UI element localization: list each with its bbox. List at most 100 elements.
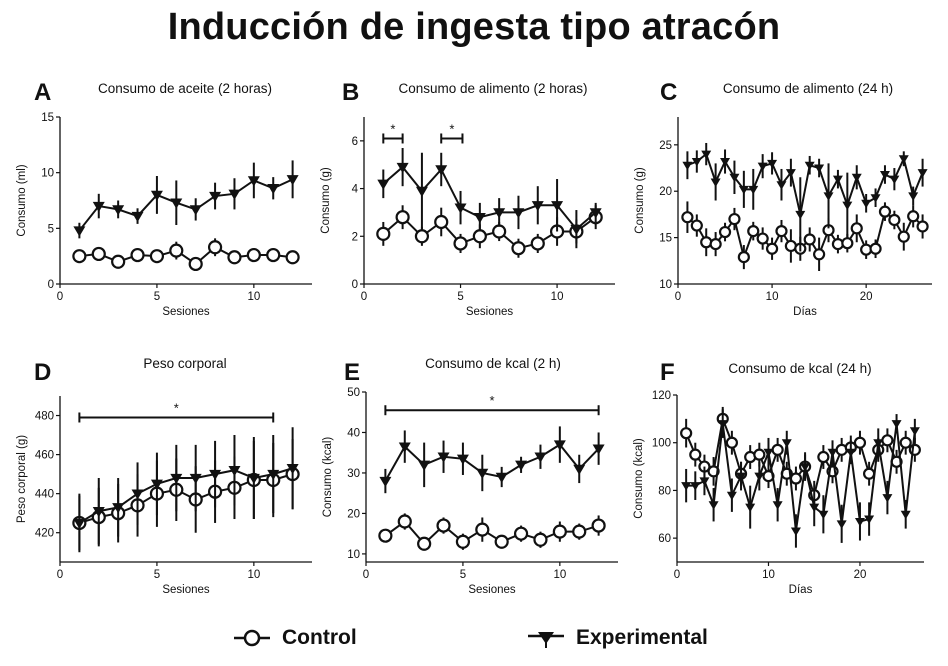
y-tick-label: 15 <box>41 112 54 124</box>
data-point-control <box>395 210 410 225</box>
data-point-control <box>111 254 126 269</box>
legend-item-experimental: Experimental <box>526 626 708 650</box>
data-point-experimental <box>726 491 737 501</box>
data-point-experimental <box>772 501 783 510</box>
series-experimental <box>681 409 920 548</box>
data-point-control <box>149 249 165 264</box>
data-point-control <box>775 225 788 238</box>
panel-title: Consumo de kcal (2 h) <box>425 356 561 371</box>
data-point-experimental <box>854 517 865 527</box>
y-tick-label: 60 <box>658 533 671 545</box>
y-tick-label: 20 <box>347 508 360 520</box>
y-tick-label: 25 <box>659 140 672 152</box>
data-point-experimental <box>267 184 280 195</box>
panel-e: E Consumo de kcal (2 h) 10 20 30 40 50 0 5 10 Sesi… <box>322 356 618 596</box>
data-point-experimental <box>767 159 778 169</box>
data-point-control <box>533 532 548 547</box>
data-point-experimental <box>691 158 702 167</box>
data-point-experimental <box>131 489 144 500</box>
data-point-control <box>207 240 223 255</box>
y-axis-label: Consumo (g) <box>320 167 332 234</box>
y-tick-label: 0 <box>48 279 54 291</box>
data-point-experimental <box>377 179 390 190</box>
data-point-control <box>803 233 816 246</box>
data-point-control <box>908 443 921 456</box>
data-point-experimental <box>800 463 811 472</box>
data-point-control <box>91 246 106 262</box>
x-tick-label: 5 <box>460 569 466 581</box>
data-point-control <box>378 528 393 543</box>
data-point-control <box>756 232 769 245</box>
y-tick-label: 100 <box>652 438 671 450</box>
data-point-control <box>414 229 430 244</box>
data-point-experimental <box>827 448 838 458</box>
x-tick-label: 0 <box>674 569 680 581</box>
series-line <box>78 178 294 232</box>
data-point-experimental <box>112 205 125 216</box>
y-tick-label: 440 <box>35 489 54 501</box>
data-point-experimental <box>690 482 701 491</box>
x-tick-label: 10 <box>553 569 566 581</box>
data-point-experimental <box>495 472 508 483</box>
data-point-experimental <box>917 169 928 178</box>
data-point-control <box>753 448 766 461</box>
data-point-experimental <box>873 439 884 448</box>
data-point-experimental <box>415 186 428 197</box>
y-tick-label: 15 <box>659 233 672 245</box>
data-point-experimental <box>748 185 759 195</box>
significance-star: * <box>390 121 395 136</box>
data-point-experimental <box>551 201 564 212</box>
y-axis-label: Consumo (kcal) <box>322 437 334 518</box>
x-tick-label: 5 <box>154 291 160 303</box>
data-point-experimental <box>515 460 528 471</box>
y-axis-label: Consumo (ml) <box>16 164 28 236</box>
data-point-experimental <box>870 194 881 203</box>
data-point-control <box>765 242 779 255</box>
data-point-experimental <box>267 469 280 481</box>
panel-letter: B <box>342 79 359 106</box>
data-point-experimental <box>553 440 566 451</box>
data-point-control <box>690 219 703 232</box>
y-tick-label: 120 <box>652 390 671 402</box>
data-point-control <box>475 522 490 537</box>
panel-f: F Consumo de kcal (24 h) 60 80 100 120 0 10 20 Dí… <box>633 359 924 596</box>
y-tick-label: 480 <box>35 411 54 423</box>
x-tick-label: 0 <box>57 569 63 581</box>
data-point-control <box>188 256 203 272</box>
legend-label-control: Control <box>282 626 357 649</box>
x-tick-label: 0 <box>363 569 369 581</box>
data-point-control <box>709 238 722 251</box>
data-point-control <box>689 448 702 461</box>
data-point-experimental <box>699 477 710 486</box>
data-point-control <box>397 514 412 529</box>
y-tick-label: 2 <box>352 231 358 243</box>
panel-title: Consumo de alimento (2 horas) <box>398 81 587 96</box>
panel-letter: D <box>34 359 51 386</box>
panel-title: Consumo de alimento (24 h) <box>723 81 893 96</box>
x-tick-label: 0 <box>675 291 681 303</box>
data-point-experimental <box>891 420 902 429</box>
data-point-experimental <box>861 199 872 209</box>
data-point-control <box>853 436 867 449</box>
x-tick-label: 0 <box>361 291 367 303</box>
x-tick-label: 5 <box>457 291 463 303</box>
legend-label-experimental: Experimental <box>576 626 708 649</box>
data-point-experimental <box>112 503 125 514</box>
data-point-experimental <box>790 527 801 536</box>
series-control <box>72 438 300 553</box>
data-point-experimental <box>170 473 183 485</box>
data-point-control <box>881 434 894 447</box>
y-tick-label: 30 <box>347 468 360 480</box>
x-tick-label: 20 <box>854 569 867 581</box>
series-experimental <box>377 148 602 249</box>
x-tick-label: 0 <box>57 291 63 303</box>
data-point-control <box>434 214 449 230</box>
x-tick-label: 10 <box>247 569 260 581</box>
significance-star: * <box>489 393 494 408</box>
data-point-experimental <box>738 185 749 195</box>
data-point-experimental <box>889 175 900 185</box>
y-tick-label: 6 <box>352 136 358 148</box>
y-axis-label: Consumo (g) <box>634 167 646 234</box>
data-point-experimental <box>435 165 448 176</box>
x-tick-label: 20 <box>860 291 873 303</box>
